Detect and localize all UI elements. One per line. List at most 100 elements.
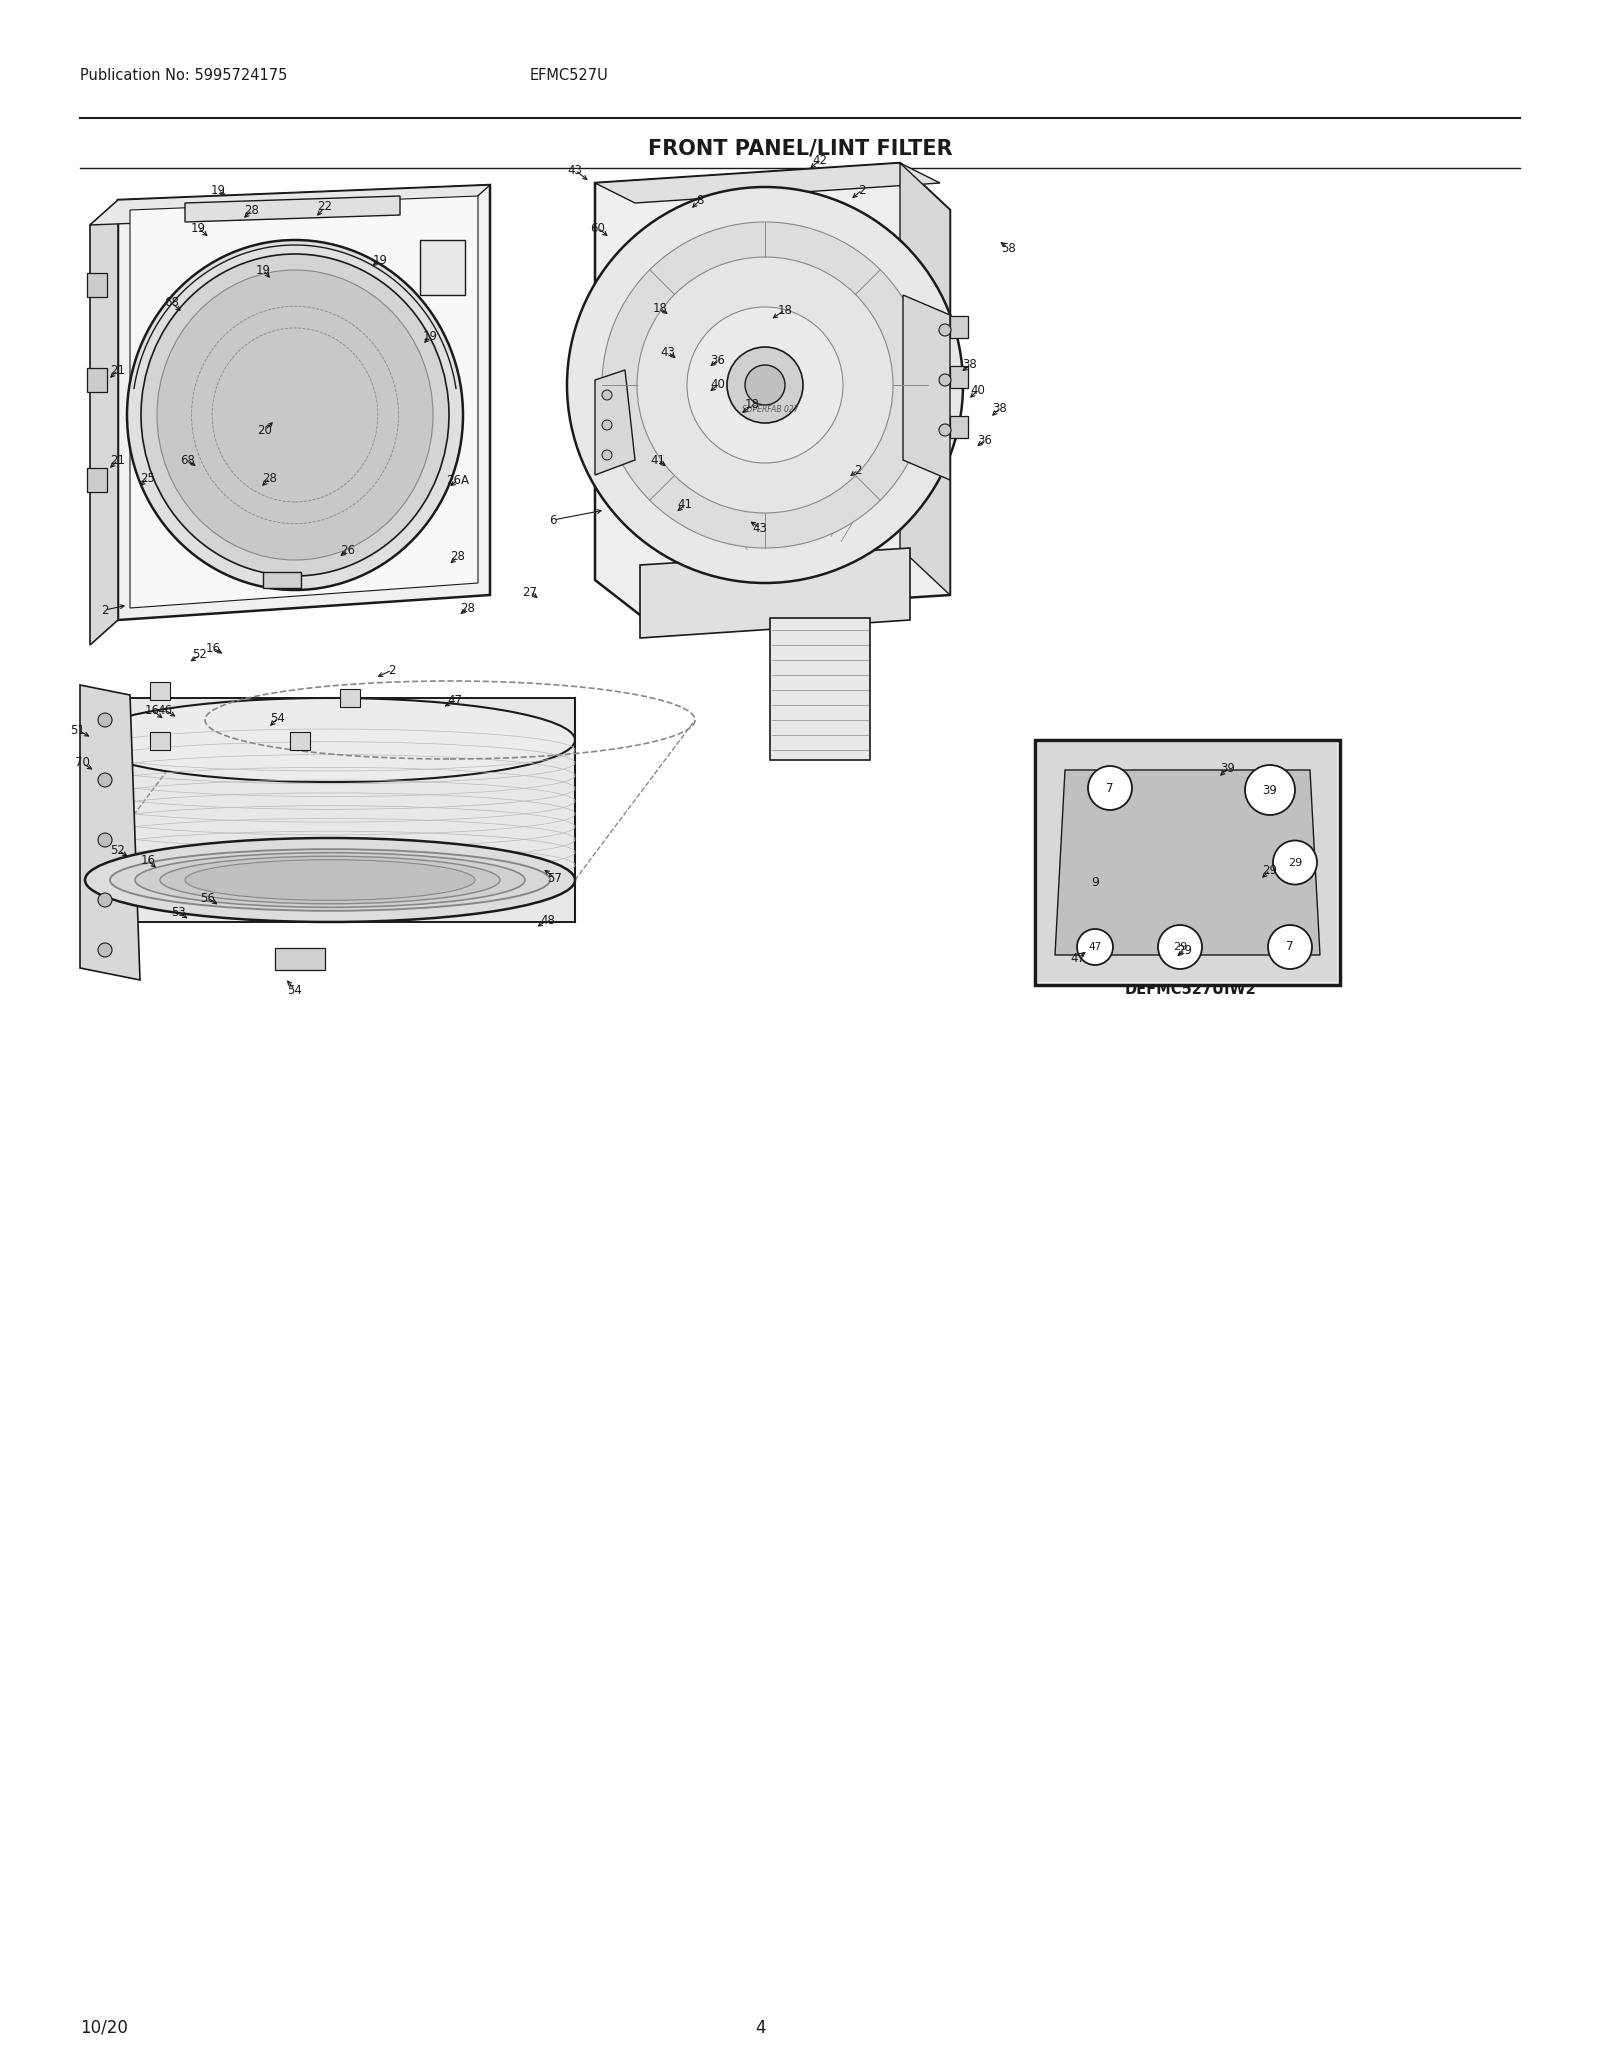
Text: 36: 36 (710, 354, 725, 366)
Circle shape (1088, 766, 1133, 809)
Text: 42: 42 (813, 153, 827, 166)
Text: 16: 16 (205, 642, 221, 654)
Text: 28: 28 (262, 472, 277, 484)
Text: 29: 29 (1262, 863, 1277, 876)
Polygon shape (595, 371, 635, 474)
Circle shape (1274, 840, 1317, 884)
Polygon shape (130, 197, 478, 609)
Polygon shape (640, 549, 910, 638)
Text: 18: 18 (778, 304, 792, 317)
Text: FRONT PANEL/LINT FILTER: FRONT PANEL/LINT FILTER (648, 139, 952, 157)
Text: 28: 28 (461, 602, 475, 615)
Circle shape (637, 257, 893, 513)
Text: 26A: 26A (446, 474, 469, 486)
Polygon shape (80, 685, 141, 979)
Text: 25: 25 (141, 472, 155, 484)
Text: 43: 43 (568, 164, 582, 176)
Bar (339, 689, 360, 708)
Text: 36: 36 (978, 433, 992, 447)
Polygon shape (902, 296, 950, 480)
Text: 41: 41 (677, 499, 693, 511)
Text: 29: 29 (1173, 942, 1187, 952)
Circle shape (1245, 766, 1294, 816)
Text: 41: 41 (651, 453, 666, 466)
Circle shape (602, 449, 611, 460)
Bar (419, 240, 466, 296)
Text: 10/20: 10/20 (80, 2018, 128, 2037)
Ellipse shape (157, 269, 434, 561)
Circle shape (602, 389, 611, 400)
Text: 43: 43 (661, 346, 675, 358)
Text: 53: 53 (171, 905, 186, 919)
Bar (290, 733, 310, 749)
Text: 20: 20 (258, 424, 272, 437)
Text: 52: 52 (192, 648, 208, 662)
Ellipse shape (85, 838, 574, 921)
Text: 28: 28 (245, 203, 259, 217)
Ellipse shape (160, 857, 499, 905)
Text: 47: 47 (1070, 952, 1085, 965)
Text: Publication No: 5995724175: Publication No: 5995724175 (80, 68, 288, 83)
Bar (86, 468, 107, 493)
Circle shape (602, 221, 928, 549)
Circle shape (98, 832, 112, 847)
Text: 39: 39 (1221, 762, 1235, 774)
Text: 2: 2 (854, 464, 862, 476)
Text: 19: 19 (190, 221, 205, 234)
Text: 68: 68 (181, 453, 195, 466)
Text: 68: 68 (165, 296, 179, 310)
Circle shape (1158, 925, 1202, 969)
Text: 54: 54 (270, 712, 285, 724)
Circle shape (939, 325, 950, 335)
Text: 16: 16 (141, 853, 155, 867)
Circle shape (98, 892, 112, 907)
Text: 40: 40 (710, 379, 725, 391)
Text: 48: 48 (541, 913, 555, 927)
Ellipse shape (186, 859, 475, 900)
Polygon shape (899, 164, 950, 594)
Text: 9: 9 (1091, 876, 1099, 888)
Polygon shape (595, 164, 950, 615)
Text: 46: 46 (157, 704, 173, 716)
Text: 40: 40 (971, 383, 986, 397)
Bar (950, 416, 968, 439)
Text: 29: 29 (1288, 857, 1302, 867)
Text: 70: 70 (75, 756, 90, 770)
Polygon shape (90, 201, 118, 646)
Polygon shape (770, 619, 870, 760)
Text: DEFMC527UIW2: DEFMC527UIW2 (1125, 983, 1256, 998)
Text: 38: 38 (992, 402, 1008, 414)
Text: 56: 56 (200, 892, 216, 905)
Polygon shape (118, 184, 490, 621)
Text: 51: 51 (70, 724, 85, 737)
Text: 16: 16 (144, 704, 160, 716)
Text: 39: 39 (1262, 785, 1277, 797)
Text: 8: 8 (696, 193, 704, 207)
Ellipse shape (85, 698, 574, 782)
Circle shape (1267, 925, 1312, 969)
Bar (1035, 739, 1341, 985)
Circle shape (98, 712, 112, 727)
Text: 38: 38 (963, 358, 978, 371)
Polygon shape (595, 164, 941, 203)
Circle shape (746, 364, 786, 406)
Text: 58: 58 (1000, 242, 1016, 255)
Ellipse shape (141, 255, 450, 575)
Text: 47: 47 (1088, 942, 1102, 952)
Circle shape (939, 424, 950, 437)
Ellipse shape (134, 853, 525, 907)
Bar (150, 733, 170, 749)
Text: 52: 52 (110, 842, 125, 857)
Text: 29: 29 (1178, 944, 1192, 956)
Text: 26: 26 (341, 544, 355, 557)
Circle shape (939, 375, 950, 385)
Bar (950, 317, 968, 337)
Circle shape (98, 772, 112, 787)
Ellipse shape (126, 240, 462, 590)
Bar (150, 681, 170, 700)
Text: 6: 6 (549, 513, 557, 526)
Text: 19: 19 (211, 184, 226, 197)
Polygon shape (90, 184, 490, 226)
Text: 18: 18 (744, 400, 760, 412)
Circle shape (98, 944, 112, 956)
